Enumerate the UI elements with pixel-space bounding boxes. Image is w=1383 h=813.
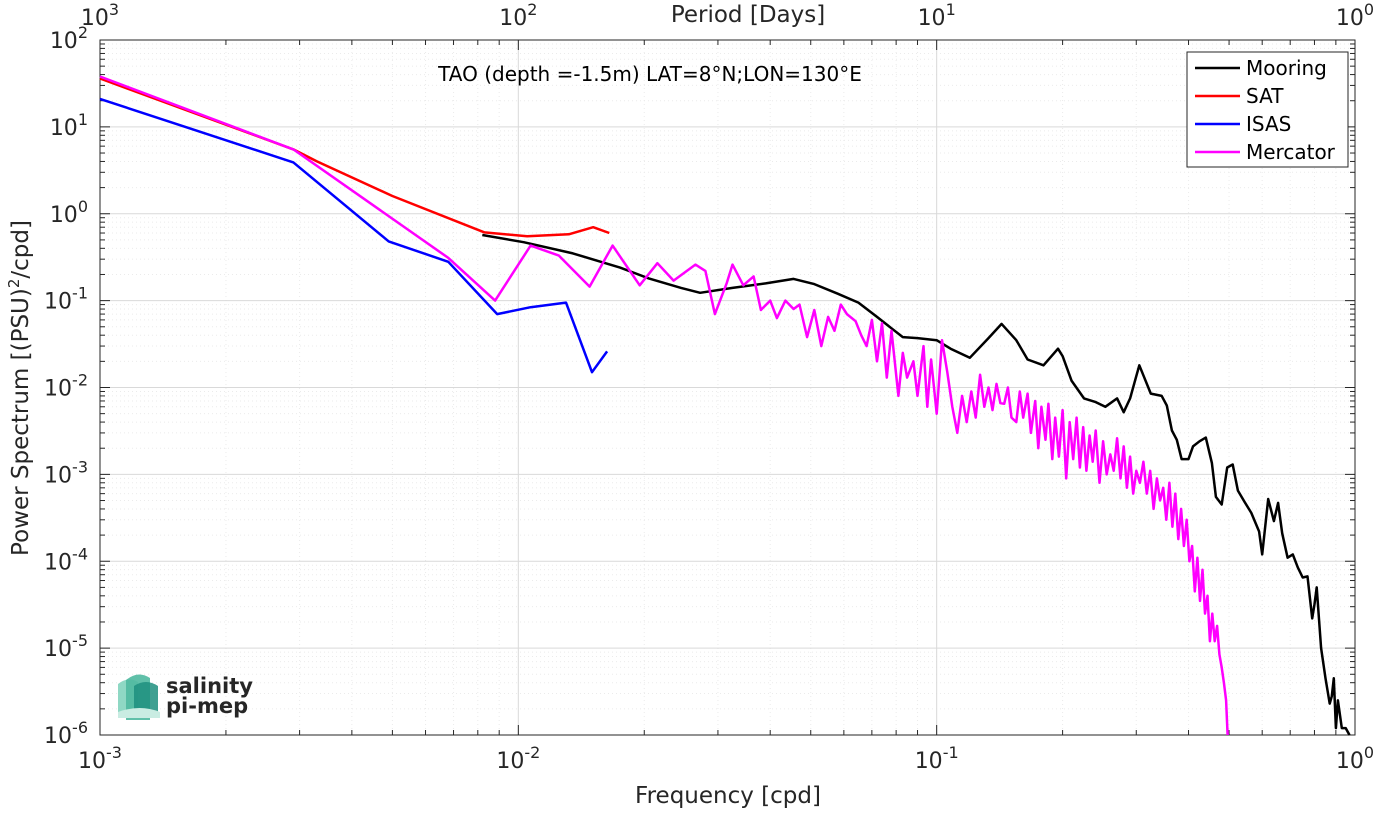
y-tick-label: 10-6 bbox=[44, 718, 88, 749]
y-axis-label-main: Power Spectrum [(PSU) bbox=[8, 288, 34, 556]
y-tick-label: 10-3 bbox=[44, 457, 88, 488]
salinity-pi-mep-logo: salinity pi-mep bbox=[118, 674, 253, 720]
legend: Mooring SAT ISAS Mercator bbox=[1186, 51, 1349, 168]
series-line-mercator bbox=[99, 75, 1229, 736]
legend-label-mercator: Mercator bbox=[1246, 140, 1336, 164]
legend-item-mercator: Mercator bbox=[1195, 140, 1336, 164]
y-tick-label: 10-2 bbox=[44, 371, 88, 402]
y-tick-label: 10-4 bbox=[44, 544, 88, 575]
tick-marks bbox=[99, 40, 1355, 736]
series-line-isas bbox=[99, 97, 609, 374]
legend-label-isas: ISAS bbox=[1246, 112, 1291, 136]
logo-text-salinity: salinity bbox=[166, 674, 253, 698]
y-axis-label-sup: 2 bbox=[5, 279, 23, 289]
top-axis-label: Period [Days] bbox=[671, 2, 825, 28]
x-tick-label: 10-3 bbox=[78, 743, 122, 774]
y-tick-label: 100 bbox=[50, 197, 88, 228]
legend-label-mooring: Mooring bbox=[1246, 56, 1327, 80]
y-tick-label: 10-5 bbox=[44, 631, 88, 662]
top-tick-label: 102 bbox=[499, 0, 537, 31]
series-line-mooring bbox=[482, 233, 1351, 736]
legend-item-sat: SAT bbox=[1195, 84, 1284, 108]
y-tick-label: 10-1 bbox=[44, 284, 88, 315]
chart-title: TAO (depth =-1.5m) LAT=8°N;LON=130°E bbox=[437, 62, 862, 86]
y-tick-label: 101 bbox=[50, 110, 88, 141]
series-layer bbox=[99, 75, 1351, 736]
y-axis-label: Power Spectrum [(PSU)2/cpd] bbox=[5, 220, 34, 556]
legend-label-sat: SAT bbox=[1246, 84, 1284, 108]
x-axis-label: Frequency [cpd] bbox=[635, 783, 821, 809]
major-grid bbox=[100, 40, 1355, 735]
legend-item-mooring: Mooring bbox=[1195, 56, 1327, 80]
x-tick-label: 10-2 bbox=[496, 743, 540, 774]
y-tick-label: 102 bbox=[50, 23, 88, 54]
x-tick-label: 10-1 bbox=[915, 743, 959, 774]
top-tick-label: 103 bbox=[81, 0, 119, 31]
top-tick-label: 100 bbox=[1336, 0, 1374, 31]
logo-text-pi-mep: pi-mep bbox=[166, 694, 248, 718]
y-axis-label-tail: /cpd] bbox=[8, 220, 34, 279]
legend-item-isas: ISAS bbox=[1195, 112, 1291, 136]
top-tick-label: 101 bbox=[918, 0, 956, 31]
x-tick-label: 100 bbox=[1336, 743, 1374, 774]
logo-wave-icon bbox=[118, 674, 160, 720]
legend-box bbox=[1186, 51, 1349, 168]
